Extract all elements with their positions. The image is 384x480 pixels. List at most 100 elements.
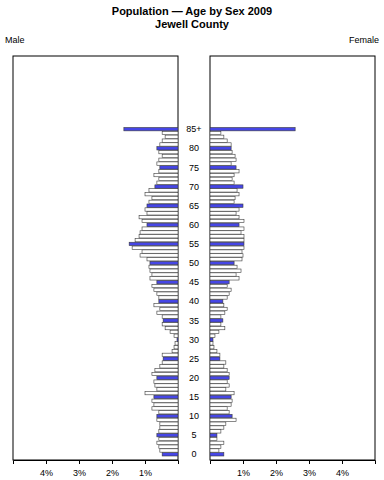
x-axis: 1% 2% 3% 4% bbox=[211, 460, 376, 478]
bar bbox=[210, 368, 227, 371]
bar bbox=[210, 380, 227, 383]
tick: 3% bbox=[303, 460, 316, 478]
bar bbox=[210, 135, 224, 138]
bar bbox=[159, 430, 178, 433]
bar bbox=[139, 215, 178, 218]
bar bbox=[142, 250, 178, 253]
bar bbox=[210, 292, 229, 295]
bar bbox=[210, 388, 226, 391]
bar bbox=[210, 219, 244, 222]
bar bbox=[157, 181, 178, 184]
bar bbox=[210, 395, 231, 398]
bar bbox=[159, 411, 178, 414]
bar bbox=[160, 426, 178, 429]
bar bbox=[157, 162, 178, 165]
bar bbox=[159, 300, 178, 303]
bar bbox=[210, 434, 217, 437]
bar bbox=[162, 323, 178, 326]
bar bbox=[210, 131, 221, 134]
bar bbox=[210, 323, 221, 326]
bar bbox=[210, 349, 217, 352]
bar bbox=[172, 349, 178, 352]
panel-label: Female bbox=[349, 35, 379, 45]
tick-label: 40 bbox=[189, 296, 199, 306]
bar bbox=[210, 280, 229, 283]
bar bbox=[210, 342, 213, 345]
bar bbox=[210, 215, 239, 218]
bar bbox=[135, 238, 178, 241]
bar bbox=[160, 422, 178, 425]
bar bbox=[210, 258, 242, 261]
bar bbox=[210, 147, 231, 150]
bar bbox=[175, 342, 178, 345]
bar bbox=[162, 139, 178, 142]
title: Population — Age by Sex 2009 bbox=[112, 5, 272, 17]
bar bbox=[210, 453, 224, 456]
bar bbox=[154, 303, 178, 306]
bar bbox=[160, 365, 178, 368]
bar bbox=[210, 196, 235, 199]
bar bbox=[157, 376, 178, 379]
bar bbox=[210, 407, 227, 410]
bar bbox=[163, 357, 178, 360]
bar bbox=[210, 227, 244, 230]
bar bbox=[210, 303, 224, 306]
bar bbox=[160, 143, 178, 146]
bar bbox=[160, 166, 178, 169]
axis-line bbox=[14, 461, 179, 465]
tick: 1% bbox=[237, 460, 250, 478]
bar bbox=[162, 315, 178, 318]
tick: 3% bbox=[73, 460, 86, 478]
bar bbox=[210, 357, 220, 360]
bar bbox=[157, 414, 178, 417]
bar bbox=[154, 288, 178, 291]
bar bbox=[152, 284, 178, 287]
bar bbox=[210, 223, 239, 226]
bar bbox=[210, 162, 231, 165]
bar bbox=[210, 173, 234, 176]
tick-label: 10 bbox=[189, 411, 199, 421]
tick-mark bbox=[309, 460, 310, 464]
bar bbox=[157, 311, 178, 314]
bar bbox=[210, 127, 295, 130]
tick-mark bbox=[342, 460, 343, 464]
bar bbox=[210, 158, 236, 161]
bar bbox=[159, 437, 178, 440]
bar bbox=[129, 242, 178, 245]
tick-label: 4% bbox=[40, 468, 53, 478]
bar bbox=[162, 353, 178, 356]
tick-mark bbox=[276, 460, 277, 464]
tick: 2% bbox=[270, 460, 283, 478]
tick-label: 25 bbox=[189, 354, 199, 364]
bar bbox=[157, 280, 178, 283]
bar bbox=[210, 204, 243, 207]
bar bbox=[140, 231, 178, 234]
tick-label: 65 bbox=[189, 201, 199, 211]
tick-label: 1% bbox=[139, 468, 152, 478]
bar bbox=[154, 380, 178, 383]
bar bbox=[210, 326, 225, 329]
bar bbox=[210, 334, 215, 337]
bar bbox=[210, 414, 232, 417]
bar bbox=[210, 311, 225, 314]
bar bbox=[159, 445, 178, 448]
bars bbox=[210, 127, 295, 456]
tick-label: 60 bbox=[189, 220, 199, 230]
bar bbox=[145, 391, 178, 394]
tick-label: 4% bbox=[336, 468, 349, 478]
bar bbox=[160, 307, 178, 310]
tick-label: 2% bbox=[270, 468, 283, 478]
tick-mark bbox=[145, 460, 146, 464]
bar bbox=[210, 346, 214, 349]
x-axis: 1%2%3%4% bbox=[14, 460, 179, 478]
bar bbox=[210, 426, 224, 429]
bar bbox=[150, 261, 178, 264]
bar bbox=[142, 227, 178, 230]
bar bbox=[152, 372, 178, 375]
bar bbox=[139, 235, 178, 238]
bar bbox=[210, 238, 244, 241]
bar bbox=[210, 384, 229, 387]
bar bbox=[157, 434, 178, 437]
subtitle: Jewell County bbox=[155, 18, 230, 30]
bar bbox=[157, 292, 178, 295]
